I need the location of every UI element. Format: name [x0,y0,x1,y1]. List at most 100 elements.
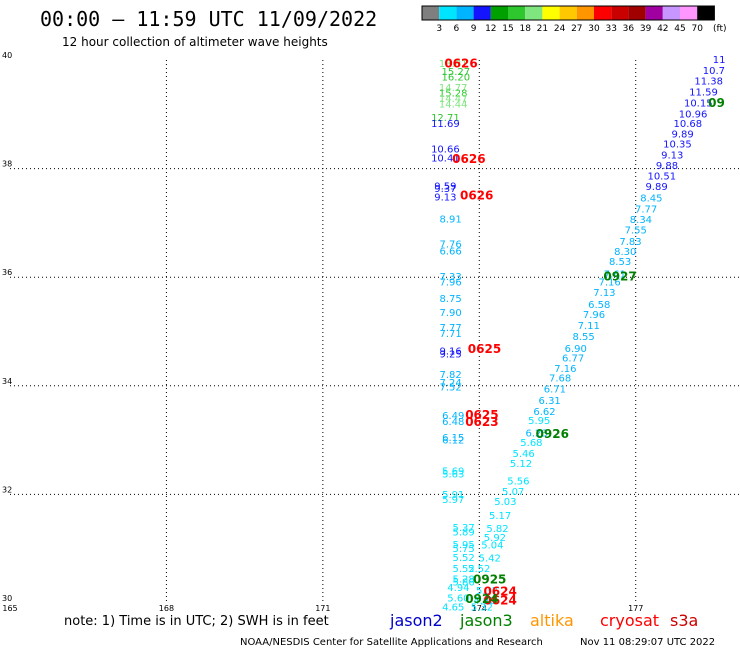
wave-height-label: 9.89 [645,182,667,193]
color-scale-label: 30 [588,24,600,34]
color-scale-swatch [490,6,508,20]
color-scale-swatch [576,6,594,20]
wave-height-label: 9.59 [434,182,456,193]
pass-time-label: 0626 [444,56,477,70]
legend-cryosat: cryosat [600,611,659,630]
color-scale-swatch [456,6,474,20]
wave-height-label: 5.56 [507,476,529,487]
wave-height-label: 9.13 [661,151,683,162]
color-scale-border [421,5,715,21]
wave-height-label: 6.58 [588,300,610,311]
wave-height-label: 6.23 [526,429,548,440]
wave-height-label: 5.17 [489,511,511,522]
wave-height-label: 5.69 [442,467,464,478]
y-tick-label: 32 [2,485,12,494]
pass-time-label: 0624 [483,585,516,599]
color-scale-label: 45 [674,24,685,34]
color-scale-swatch [611,6,629,20]
wave-height-label: 11.59 [689,88,718,99]
wave-height-label: 6.48 [442,417,464,428]
wave-height-label: 5.91 [442,490,464,501]
pass-time-label: 0925 [473,573,506,587]
wave-height-label: 7.71 [439,329,461,340]
wave-height-label: 11 [713,55,726,66]
color-scale-swatch [525,6,543,20]
wave-height-label: 5.75 [453,544,475,555]
wave-height-label: 4.94 [447,583,469,594]
wave-height-label: 4.65 [442,602,464,613]
wave-height-label: 8.34 [630,215,652,226]
wave-height-label: 5.37 [476,586,498,597]
wave-height-label: 7.13 [593,288,615,299]
pass-time-label: 0926 [536,427,569,441]
wave-height-label: 5.95 [528,416,550,427]
wave-height-label: 11.69 [431,119,460,130]
wave-height-label: 7.68 [549,374,571,385]
pass-time-label: 0625 [468,342,501,356]
pass-time-label: 0623 [465,415,498,429]
wave-height-label: 7.96 [439,278,461,289]
wave-height-label: 14.77 [439,83,468,94]
wave-height-label: 10.41 [431,153,460,164]
wave-height-label: 10.66 [431,145,460,156]
wave-height-label: 5.04 [481,540,503,551]
x-tick-label: 174 [472,604,487,613]
pass-time-label: 09 [708,96,725,110]
wave-height-label: 6.15 [442,433,464,444]
wave-height-label: 10.15 [684,98,713,109]
wave-height-label: 5.95 [453,540,475,551]
pass-time-label: 0924 [465,592,498,606]
color-scale-swatch [594,6,612,20]
y-tick-label: 38 [2,160,12,169]
y-tick-label: 40 [2,51,12,60]
wave-height-label: 7.82 [439,370,461,381]
wave-height-label: 5.03 [494,497,516,508]
wave-height-label: 9.16 [439,347,461,358]
wave-height-label: 6.71 [544,385,566,396]
wave-height-label: 6.66 [439,247,461,258]
color-scale-label: 36 [623,24,635,34]
legend-jason3: jason3 [459,611,513,630]
wave-height-label: 5.37 [453,523,475,534]
wave-height-label: 7.96 [583,310,605,321]
wave-height-label: 7.61 [604,269,626,280]
color-scale-label: 27 [571,24,582,34]
wave-height-label: 6.49 [442,411,464,422]
wave-height-label: 7.77 [635,204,657,215]
color-scale-swatch [645,6,663,20]
wave-height-label: 9.88 [656,161,678,172]
wave-height-label: 5.28 [453,575,475,586]
x-tick-label: 171 [315,604,330,613]
wave-height-label: 5.63 [442,469,464,480]
wave-height-label: 13.81 [439,59,468,70]
wave-height-label: 5.52 [468,564,490,575]
wave-height-label: 5.32 [471,602,493,613]
wave-height-label: 5.42 [479,553,501,564]
y-tick-label: 34 [2,377,12,386]
wave-height-label: 7.55 [625,226,647,237]
chart-subtitle: 12 hour collection of altimeter wave hei… [62,35,328,49]
color-scale-swatch [542,6,560,20]
color-scale-swatch [439,6,457,20]
pass-time-label: 0625 [465,408,498,422]
color-scale-swatch [662,6,680,20]
color-scale-label: 70 [691,24,703,34]
wave-height-label: 5.89 [453,527,475,538]
time-range-title: 00:00 – 11:59 UTC 11/09/2022 [40,7,377,31]
color-scale-swatch [559,6,577,20]
wave-height-label: 15.27 [442,67,471,78]
wave-height-label: 8.45 [640,193,662,204]
axis-tick-labels: 30 32 34 36 38 40 165 168 171 174 177 [2,51,643,613]
wave-height-label: 7.33 [439,272,461,283]
pass-time-label: 0626 [452,152,485,166]
pass-time-label: 0626 [460,188,493,202]
x-tick-label: 177 [628,604,643,613]
color-scale-swatch [473,6,491,20]
footer-timestamp: Nov 11 08:29:07 UTC 2022 [580,637,715,648]
wave-height-label: 5.52 [453,553,475,564]
color-scale-label: 18 [519,24,531,34]
wave-height-label: 9.13 [434,192,456,203]
legend-jason2: jason2 [389,611,443,630]
pass-time-label: 0624 [483,593,516,607]
